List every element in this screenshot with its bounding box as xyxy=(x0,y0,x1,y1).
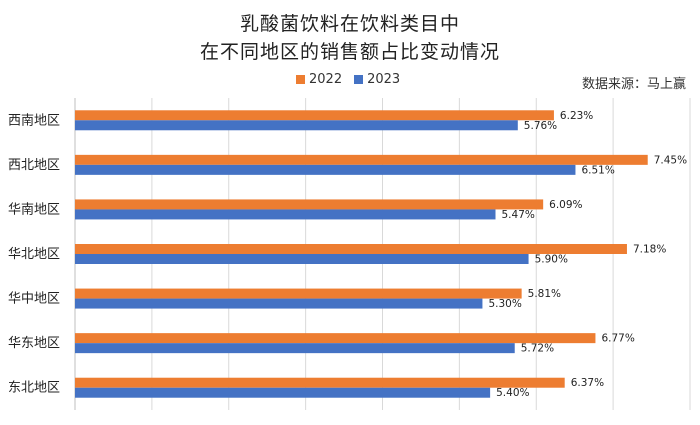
bar-2022-6 xyxy=(75,377,565,388)
bar-2023-6 xyxy=(75,387,491,398)
category-label: 华北地区 xyxy=(8,247,60,262)
bar-2022-4 xyxy=(75,288,522,299)
bar-2022-2 xyxy=(75,199,544,210)
bar-2023-1 xyxy=(75,164,576,175)
legend: 2022 2023 xyxy=(296,72,412,87)
value-label-2022-0: 6.23% xyxy=(560,110,593,122)
category-label: 华中地区 xyxy=(8,292,60,307)
bar-2023-5 xyxy=(75,343,515,354)
legend-swatch-2022 xyxy=(296,75,305,84)
category-label: 东北地区 xyxy=(8,381,60,396)
value-label-2022-3: 7.18% xyxy=(633,244,666,256)
value-label-2022-5: 6.77% xyxy=(601,333,634,345)
value-label-2022-2: 6.09% xyxy=(549,199,582,211)
bar-2023-3 xyxy=(75,254,529,264)
legend-item-2022: 2022 xyxy=(296,72,342,87)
value-label-2022-4: 5.81% xyxy=(528,288,561,300)
category-label: 西北地区 xyxy=(8,158,60,173)
bar-2022-3 xyxy=(75,244,627,254)
bar-2022-5 xyxy=(75,333,596,344)
category-label: 华南地区 xyxy=(8,201,60,217)
value-label-2022-1: 7.45% xyxy=(654,154,687,166)
value-label-2023-5: 5.72% xyxy=(521,343,554,355)
value-label-2023-6: 5.40% xyxy=(496,387,529,399)
value-label-2023-0: 5.76% xyxy=(524,120,557,132)
bar-2023-2 xyxy=(75,209,496,220)
chart-title-line-1: 乳酸菌饮料在饮料类目中 xyxy=(239,13,460,35)
bar-2022-0 xyxy=(75,110,554,121)
bar-2023-4 xyxy=(75,298,483,309)
value-label-2022-6: 6.37% xyxy=(571,377,604,389)
value-label-2023-1: 6.51% xyxy=(581,164,614,176)
bar-2022-1 xyxy=(75,154,648,165)
value-label-2023-3: 5.90% xyxy=(535,254,568,266)
chart-title-line-2: 在不同地区的销售额占比变动情况 xyxy=(199,41,500,63)
category-label: 西南地区 xyxy=(8,112,60,128)
legend-label-2023: 2023 xyxy=(367,72,401,87)
data-source: 数据来源：马上赢 xyxy=(581,77,686,92)
value-label-2023-2: 5.47% xyxy=(502,209,535,221)
legend-label-2022: 2022 xyxy=(309,72,343,87)
bar-2023-0 xyxy=(75,120,518,131)
value-label-2023-4: 5.30% xyxy=(488,298,521,310)
legend-swatch-2023 xyxy=(354,75,364,84)
legend-item-2023: 2023 xyxy=(354,72,400,87)
category-label: 华东地区 xyxy=(8,336,60,351)
